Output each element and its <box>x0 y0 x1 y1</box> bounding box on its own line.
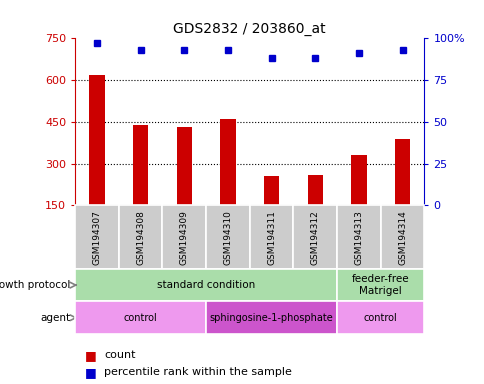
Bar <box>133 125 148 205</box>
Bar <box>350 155 366 205</box>
Bar <box>263 176 279 205</box>
Text: control: control <box>363 313 397 323</box>
Title: GDS2832 / 203860_at: GDS2832 / 203860_at <box>173 22 325 36</box>
Bar <box>75 301 206 334</box>
Text: GSM194314: GSM194314 <box>397 210 406 265</box>
Bar <box>249 205 293 269</box>
Bar <box>336 205 380 269</box>
Bar <box>307 175 322 205</box>
Text: control: control <box>123 313 157 323</box>
Bar <box>380 205 424 269</box>
Text: sphingosine-1-phosphate: sphingosine-1-phosphate <box>209 313 333 323</box>
Bar <box>206 205 249 269</box>
Text: GSM194312: GSM194312 <box>310 210 319 265</box>
Text: agent: agent <box>40 313 70 323</box>
Bar <box>89 74 105 205</box>
Bar <box>220 119 235 205</box>
Bar <box>75 205 119 269</box>
Bar <box>293 205 336 269</box>
Text: growth protocol: growth protocol <box>0 280 70 290</box>
Text: GSM194308: GSM194308 <box>136 210 145 265</box>
Text: feeder-free
Matrigel: feeder-free Matrigel <box>351 274 408 296</box>
Text: GSM194311: GSM194311 <box>267 210 275 265</box>
Text: count: count <box>104 350 136 360</box>
Text: ■: ■ <box>85 349 96 362</box>
Text: GSM194307: GSM194307 <box>92 210 101 265</box>
Text: GSM194313: GSM194313 <box>354 210 363 265</box>
Bar <box>336 301 424 334</box>
Bar <box>119 205 162 269</box>
Bar <box>336 269 424 301</box>
Bar <box>176 127 192 205</box>
Text: GSM194309: GSM194309 <box>180 210 188 265</box>
Bar <box>394 139 409 205</box>
Text: ■: ■ <box>85 366 96 379</box>
Bar <box>206 301 336 334</box>
Text: GSM194310: GSM194310 <box>223 210 232 265</box>
Text: percentile rank within the sample: percentile rank within the sample <box>104 367 291 377</box>
Bar <box>75 269 336 301</box>
Bar <box>162 205 206 269</box>
Text: standard condition: standard condition <box>157 280 255 290</box>
